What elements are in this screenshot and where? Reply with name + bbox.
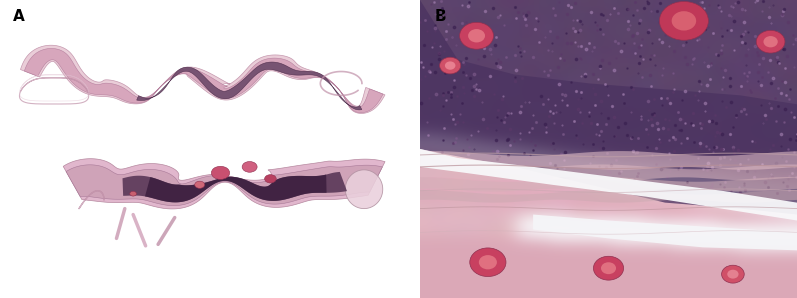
Polygon shape: [63, 159, 385, 209]
Text: B: B: [435, 9, 447, 24]
Circle shape: [601, 262, 616, 274]
Polygon shape: [533, 215, 797, 250]
Circle shape: [672, 11, 696, 31]
Polygon shape: [420, 151, 797, 170]
Polygon shape: [420, 190, 797, 203]
Polygon shape: [66, 165, 383, 206]
Circle shape: [594, 256, 623, 280]
Circle shape: [194, 181, 205, 188]
Circle shape: [764, 36, 778, 47]
Polygon shape: [345, 170, 383, 209]
Text: A: A: [13, 9, 24, 24]
Circle shape: [721, 265, 744, 283]
Circle shape: [469, 248, 506, 277]
Polygon shape: [136, 62, 362, 110]
Circle shape: [130, 191, 136, 196]
Circle shape: [460, 22, 493, 49]
Polygon shape: [123, 172, 347, 202]
Polygon shape: [145, 175, 327, 202]
Circle shape: [211, 166, 230, 179]
Circle shape: [468, 29, 485, 43]
Polygon shape: [21, 45, 385, 114]
Circle shape: [265, 175, 277, 183]
Circle shape: [659, 1, 709, 40]
Circle shape: [242, 162, 257, 172]
Circle shape: [756, 30, 785, 53]
Polygon shape: [420, 177, 797, 192]
Polygon shape: [420, 0, 797, 215]
Polygon shape: [420, 149, 797, 221]
Circle shape: [727, 270, 739, 279]
Circle shape: [445, 61, 455, 70]
Circle shape: [479, 255, 497, 269]
Polygon shape: [420, 164, 797, 180]
Polygon shape: [25, 49, 383, 113]
Circle shape: [440, 57, 461, 74]
